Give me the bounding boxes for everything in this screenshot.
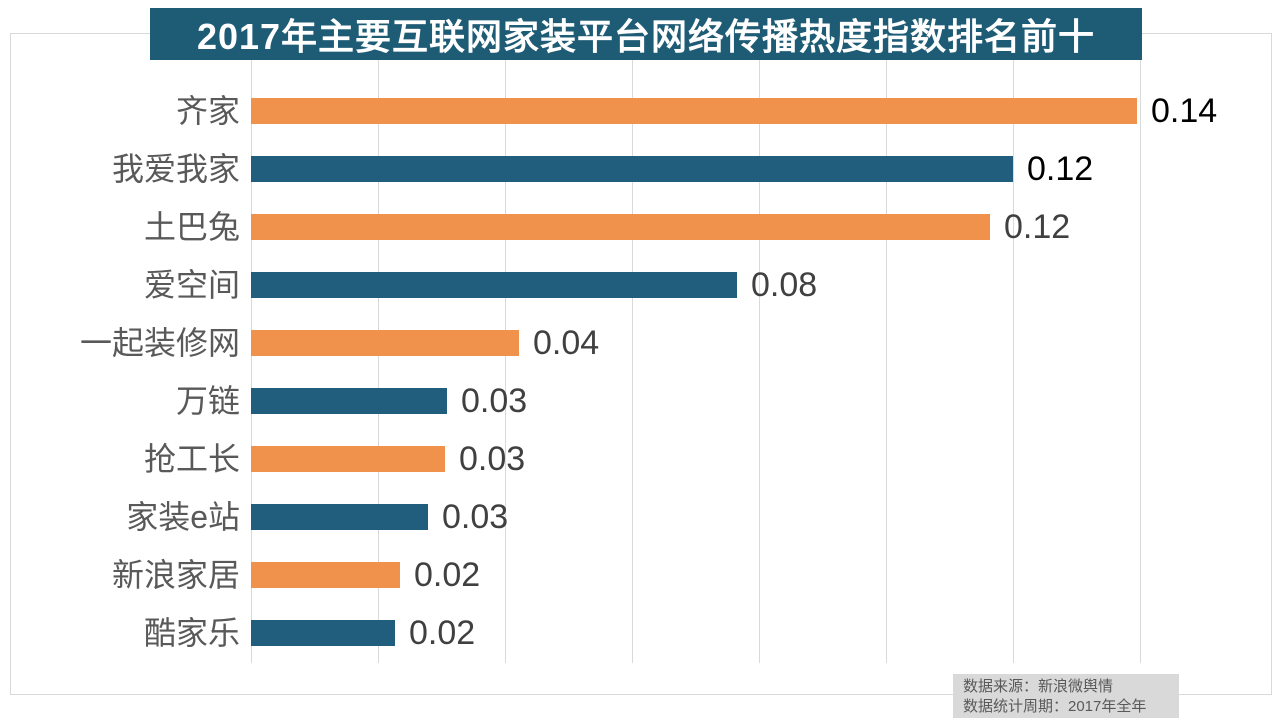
category-label: 新浪家居 (111, 557, 240, 593)
value-label: 0.14 (1151, 92, 1218, 130)
source-note: 数据来源：新浪微舆情 数据统计周期：2017年全年 (953, 674, 1179, 718)
category-label: 我爱我家 (111, 151, 240, 187)
gridline (1013, 34, 1014, 663)
bar-新浪家居 (251, 562, 400, 588)
bar-一起装修网 (251, 330, 519, 356)
bar-齐家 (251, 98, 1137, 124)
category-label: 万链 (175, 383, 240, 419)
gridline (1140, 34, 1141, 663)
chart-title: 2017年主要互联网家装平台网络传播热度指数排名前十 (196, 16, 1096, 57)
bar-家装e站 (251, 504, 428, 530)
value-label: 0.04 (533, 324, 600, 362)
bar-抢工长 (251, 446, 445, 472)
value-label: 0.02 (414, 556, 481, 594)
bar-我爱我家 (251, 156, 1013, 182)
value-label: 0.12 (1004, 208, 1071, 246)
value-label: 0.02 (409, 614, 476, 652)
category-label: 爱空间 (143, 267, 240, 303)
value-label: 0.08 (751, 266, 818, 304)
bar-酷家乐 (251, 620, 395, 646)
chart-title-banner: 2017年主要互联网家装平台网络传播热度指数排名前十 (150, 8, 1142, 60)
value-label: 0.03 (442, 498, 509, 536)
gridline (759, 34, 760, 663)
category-label: 抢工长 (143, 441, 240, 477)
value-label: 0.12 (1027, 150, 1094, 188)
bar-爱空间 (251, 272, 737, 298)
gridline (632, 34, 633, 663)
category-label: 齐家 (175, 93, 240, 129)
source-note-line2: 数据统计周期：2017年全年 (963, 698, 1147, 715)
category-label: 家装e站 (126, 499, 240, 535)
bar-土巴兔 (251, 214, 990, 240)
category-label: 酷家乐 (143, 615, 240, 651)
bar-万链 (251, 388, 447, 414)
category-label: 一起装修网 (79, 325, 240, 361)
source-note-line1: 数据来源：新浪微舆情 (963, 678, 1114, 695)
value-label: 0.03 (461, 382, 528, 420)
category-label: 土巴兔 (143, 209, 240, 245)
gridline (886, 34, 887, 663)
plot-border (10, 33, 1272, 695)
value-label: 0.03 (459, 440, 526, 478)
